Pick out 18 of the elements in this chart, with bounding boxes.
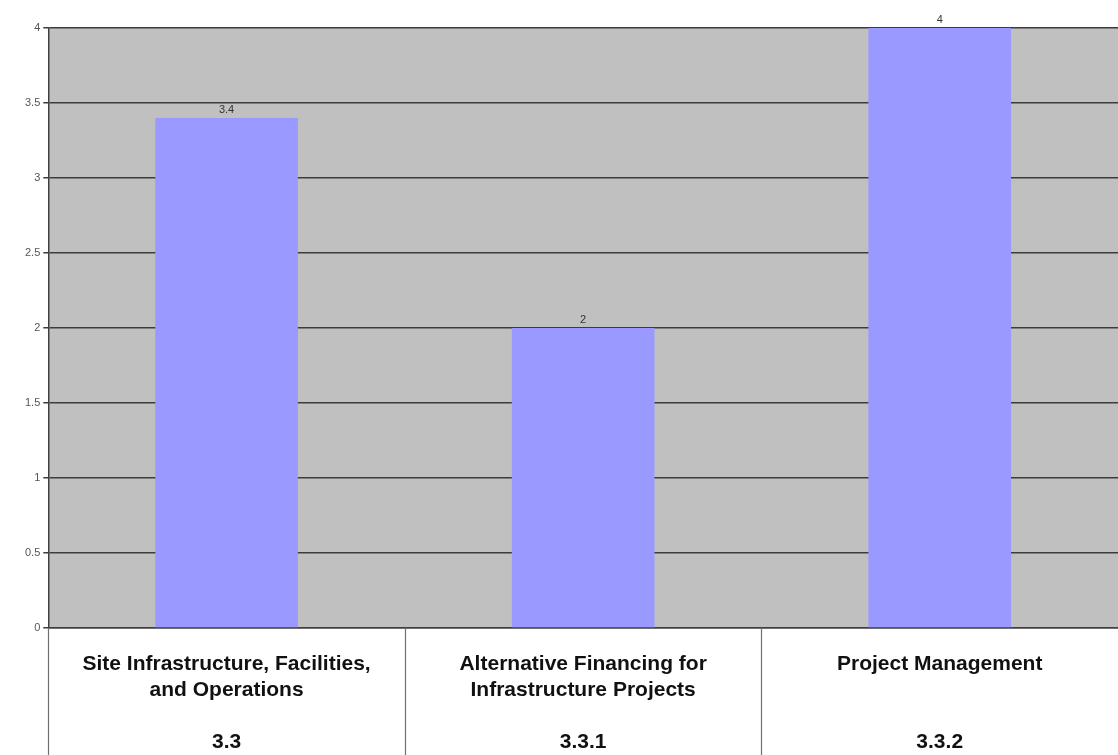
bar [868, 28, 1012, 628]
y-tick-label: 0 [34, 621, 41, 634]
y-tick-label: 1 [34, 471, 41, 484]
y-tick-label: 2 [34, 321, 41, 334]
y-tick-label: 2.5 [24, 246, 41, 259]
data-label: 3.4 [218, 102, 235, 115]
bar [155, 118, 298, 628]
bar [511, 328, 655, 628]
data-label: 2 [580, 312, 587, 325]
category-label: Project Management 3.3.2 [837, 650, 1043, 752]
y-tick-label: 1.5 [24, 396, 41, 409]
y-tick-label: 3.5 [24, 96, 41, 109]
y-tick-label: 3 [34, 171, 41, 184]
y-tick-label: 4 [34, 21, 41, 34]
category-label: Alternative Financing for Infrastructure Projects 3.3.1 [459, 650, 707, 752]
category-label: Site Infrastructure, Facilities, and Operations 3.3 [82, 650, 371, 752]
data-label: 4 [936, 12, 943, 25]
y-tick-label: 0.5 [24, 546, 41, 559]
